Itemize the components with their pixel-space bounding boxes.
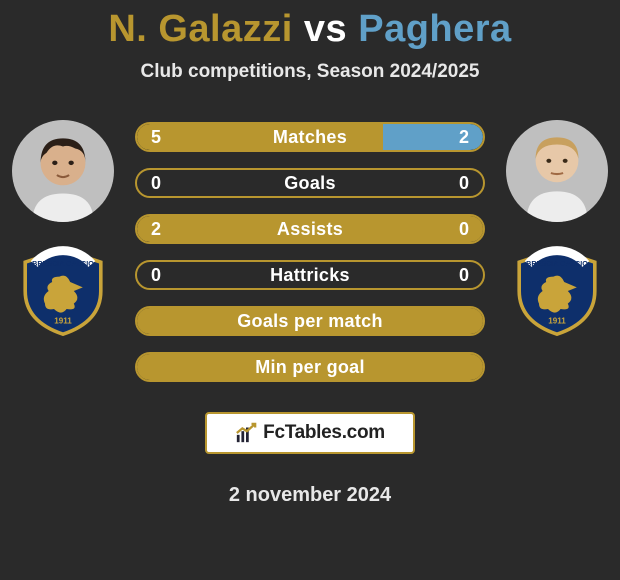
svg-text:1911: 1911 [548,316,566,325]
stat-bar: 0 Goals 0 [135,168,485,198]
comparison-card: N. Galazzi vs Paghera Club competitions,… [0,0,620,580]
crest-icon: BRESCIA CALCIO 1911 [512,246,602,336]
player2-crest: BRESCIA CALCIO 1911 [512,246,602,336]
stat-val-right: 2 [445,124,483,150]
stat-val-right: 0 [445,216,483,242]
stat-label: Min per goal [137,354,483,380]
source-badge[interactable]: FcTables.com [205,412,415,454]
left-column: BRESCIA CALCIO 1911 [8,120,118,336]
title-player1: N. Galazzi [108,8,293,50]
stat-val-right: 0 [445,170,483,196]
avatar-icon [12,120,114,222]
svg-text:1911: 1911 [54,316,72,325]
svg-text:BRESCIA CALCIO: BRESCIA CALCIO [32,259,94,268]
source-badge-text: FcTables.com [263,422,385,444]
stat-bar: 0 Hattricks 0 [135,260,485,290]
svg-text:BRESCIA CALCIO: BRESCIA CALCIO [526,259,588,268]
page-title: N. Galazzi vs Paghera [0,0,620,51]
avatar-icon [506,120,608,222]
stat-bars: 5 Matches 2 0 Goals 0 2 Assists 0 0 Hatt… [135,122,485,507]
stat-label: Assists [137,216,483,242]
fctables-icon [235,422,257,444]
subtitle: Club competitions, Season 2024/2025 [0,61,620,83]
player2-avatar [506,120,608,222]
stat-val-right: 0 [445,262,483,288]
player1-avatar [12,120,114,222]
crest-icon: BRESCIA CALCIO 1911 [18,246,108,336]
right-column: BRESCIA CALCIO 1911 [502,120,612,336]
stat-bar: Goals per match [135,306,485,336]
stat-label: Hattricks [137,262,483,288]
stat-bar: 5 Matches 2 [135,122,485,152]
stat-label: Goals per match [137,308,483,334]
stat-label: Goals [137,170,483,196]
title-vs: vs [304,8,347,50]
date-text: 2 november 2024 [135,484,485,507]
stat-bar: Min per goal [135,352,485,382]
stat-bar: 2 Assists 0 [135,214,485,244]
title-player2: Paghera [358,8,511,50]
stat-label: Matches [137,124,483,150]
player1-crest: BRESCIA CALCIO 1911 [18,246,108,336]
